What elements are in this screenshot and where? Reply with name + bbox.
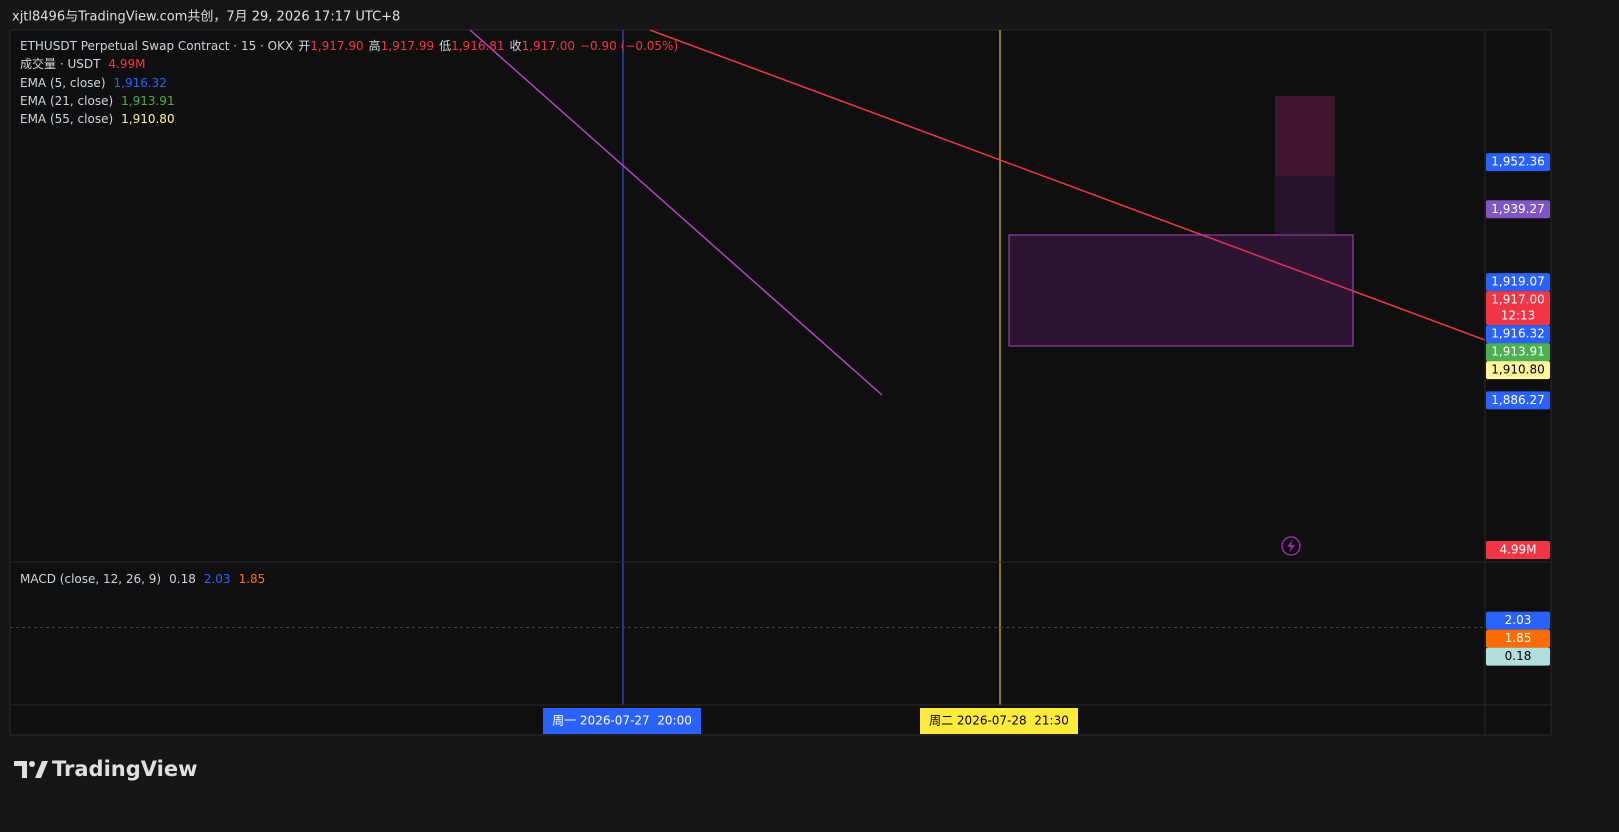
crosshair-label-bg [543, 708, 701, 734]
price-tag-bg [1486, 391, 1550, 410]
price-tag-bg [1486, 361, 1550, 380]
fib-fill [1275, 96, 1335, 234]
price-tag-bg [1486, 273, 1550, 292]
price-tag: 1,916.32 [1486, 325, 1550, 344]
macd-tag-label: 2.03 [1505, 613, 1532, 627]
ema-legend: EMA (5, close) 1,916.32 [20, 76, 167, 90]
chart-frame [9, 29, 1552, 736]
macd-legend: MACD (close, 12, 26, 9) 0.18 2.03 1.85 [20, 572, 265, 586]
watermark: xjtl8496与TradingView.com共创，7月 29, 2026 1… [12, 10, 400, 25]
price-tag-label: 1,886.27 [1491, 393, 1544, 407]
price-tag-bg [1486, 200, 1550, 219]
legend: ETHUSDT Perpetual Swap Contract · 15 · O… [20, 38, 678, 586]
price-tag-bg [1486, 325, 1550, 344]
price-tag: 1,886.27 [1486, 391, 1550, 410]
ema-legend: EMA (55, close) 1,910.80 [20, 112, 175, 126]
trend-line [649, 30, 1485, 341]
brand-logo [14, 761, 48, 778]
ema-legend: EMA (21, close) 1,913.91 [20, 94, 175, 108]
price-tag-label: 1,919.07 [1491, 275, 1544, 289]
alert-icon-bolt [1287, 539, 1295, 553]
crosshair-label: 周二 2026-07-28 21:30 [929, 714, 1069, 728]
range-box [1008, 234, 1354, 347]
price-tag-label: 1,910.80 [1491, 363, 1544, 377]
price-tag-bg [1486, 343, 1550, 362]
price-tag-label: 1,917.00 [1491, 293, 1544, 307]
price-tag-label: 1,939.27 [1491, 202, 1544, 216]
crosshair-label: 周一 2026-07-27 20:00 [552, 714, 692, 728]
price-tag: 1,919.07 [1486, 273, 1550, 292]
trend-line [469, 30, 883, 396]
alert-icon[interactable] [1281, 536, 1301, 556]
price-tag: 1,939.27 [1486, 200, 1550, 219]
volume-tag-bg [1486, 541, 1550, 559]
price-tag-label: 1,952.36 [1491, 155, 1544, 169]
price-tag: 1,910.80 [1486, 361, 1550, 380]
drawings [10, 30, 1485, 705]
volume-legend: 成交量 · USDT 4.99M [20, 56, 146, 71]
price-tag-bg [1486, 291, 1550, 326]
crosshair-label-bg [920, 708, 1078, 734]
macd-tag-bg [1486, 611, 1550, 630]
macd-tag-bg [1486, 629, 1550, 648]
price-tag: 1,952.36 [1486, 153, 1550, 172]
fib-fill [1275, 96, 1335, 176]
volume-tag-label: 4.99M [1499, 543, 1536, 557]
price-tag: 1,917.00 12:13 [1486, 291, 1550, 326]
brand-name: TradingView [52, 757, 197, 781]
countdown: 12:13 [1501, 309, 1536, 323]
symbol: ETHUSDT Perpetual Swap Contract · 15 · O… [20, 38, 678, 53]
price-tag: 1,913.91 [1486, 343, 1550, 362]
macd-tag-label: 1.85 [1505, 631, 1532, 645]
price-tag-label: 1,913.91 [1491, 345, 1544, 359]
price-tag-label: 1,916.32 [1491, 327, 1544, 341]
volume-tag: 4.99M [1486, 541, 1550, 559]
macd-tag-bg [1486, 647, 1550, 666]
macd-tag-label: 0.18 [1505, 649, 1532, 663]
price-tag-bg [1486, 153, 1550, 172]
